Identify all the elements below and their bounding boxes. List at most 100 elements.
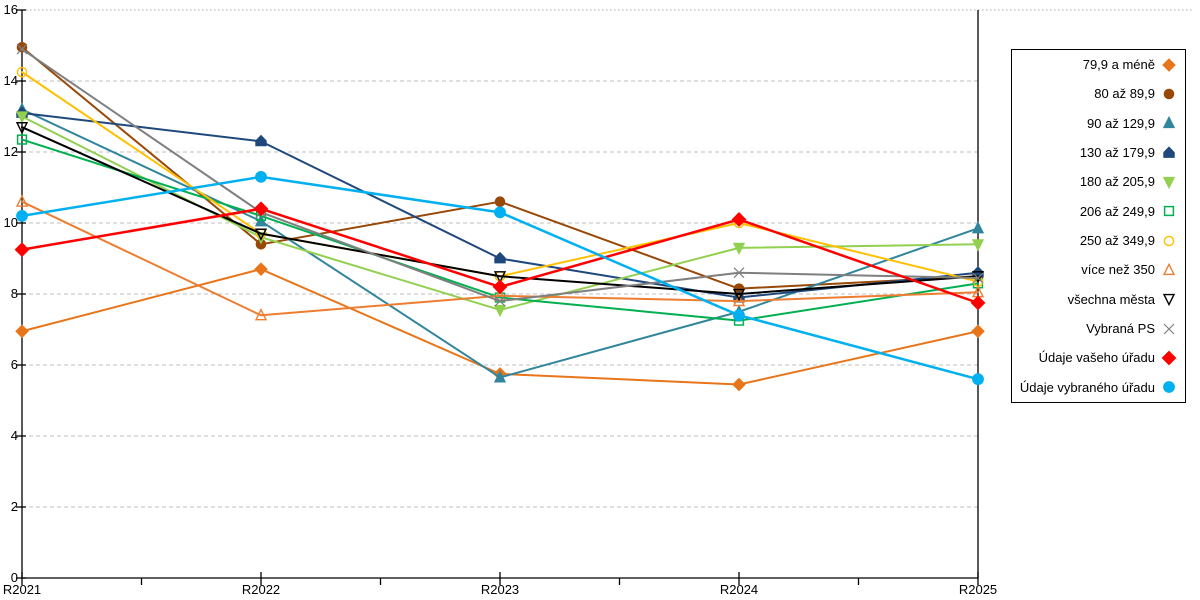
x-axis-tick-label: R2025 (958, 582, 998, 597)
legend-marker-icon (1163, 235, 1175, 246)
series-marker (492, 279, 508, 295)
legend-item: Údaje vašeho úřadu (1039, 350, 1177, 366)
legend-item: 80 až 89,9 (1094, 86, 1177, 102)
x-axis-tick-label: R2022 (241, 582, 281, 597)
series-marker (732, 288, 746, 302)
series-marker (1162, 116, 1176, 129)
series-marker (971, 221, 985, 234)
legend-item: 130 až 179,9 (1080, 145, 1177, 161)
series-marker (16, 43, 28, 55)
series-marker (1162, 176, 1176, 190)
series-line (21, 108, 979, 379)
y-axis-tick-label: 6 (10, 357, 18, 372)
series-marker (972, 272, 984, 284)
legend-item: Vybraná PS (1086, 321, 1177, 337)
legend-marker-icon (1163, 146, 1175, 158)
x-axis-tick-label: R2024 (719, 582, 759, 597)
series-marker (255, 170, 267, 183)
legend-marker-icon (1163, 88, 1175, 100)
x-axis-tick-label: R2021 (2, 582, 42, 597)
series-marker (732, 293, 746, 307)
series-marker (732, 377, 746, 392)
series-marker (16, 209, 28, 222)
series-marker (1162, 57, 1176, 72)
legend-marker-icon (1162, 262, 1176, 276)
series-marker (733, 267, 745, 279)
legend-item-label: 250 až 349,9 (1079, 233, 1155, 249)
series-marker (254, 228, 268, 241)
legend-item: 180 až 205,9 (1080, 174, 1177, 190)
legend-item-label: Vybraná PS (1086, 321, 1155, 337)
legend-item: všechna města (1068, 291, 1177, 307)
legend-marker-icon (1162, 176, 1176, 190)
series-marker (1162, 262, 1176, 276)
series-marker (493, 370, 507, 383)
series-marker (254, 308, 268, 321)
legend-item-label: Údaje vašeho úřadu (1038, 350, 1155, 366)
y-axis-tick-label: 4 (10, 428, 18, 443)
series-marker (494, 251, 506, 264)
legend-item-label: Údaje vybraného úřadu (1019, 379, 1155, 395)
legend-marker-icon (1161, 350, 1177, 366)
legend-item: více než 350 (1081, 262, 1177, 278)
series-marker (15, 111, 29, 124)
legend-marker-icon (1162, 57, 1176, 72)
legend-marker-icon (1163, 381, 1175, 394)
legend-item-label: všechna města (1067, 291, 1155, 307)
series-marker (493, 271, 507, 284)
x-axis-tick-label: R2023 (480, 582, 520, 597)
y-axis-tick-label: 16 (3, 2, 18, 17)
legend-item-label: 90 až 129,9 (1087, 115, 1155, 131)
series-marker (1163, 206, 1175, 217)
series-marker (733, 309, 745, 322)
legend-marker-icon (1163, 323, 1175, 335)
y-axis-tick-label: 14 (3, 73, 18, 88)
legend-item: 250 až 349,9 (1080, 233, 1177, 249)
series-marker (255, 134, 267, 147)
series-marker (1162, 294, 1176, 307)
legend-item: 206 až 249,9 (1080, 203, 1177, 219)
y-axis-tick-label: 10 (3, 215, 18, 230)
series-marker (494, 295, 506, 307)
series-marker (493, 304, 507, 318)
legend: 79,9 a méně 80 až 89,9 90 až 129,9 130 až 1… (1011, 49, 1186, 403)
series-marker (14, 242, 30, 258)
series-marker (971, 239, 985, 252)
series-marker (1163, 235, 1175, 246)
series-marker (254, 262, 268, 276)
series-marker (1163, 323, 1175, 335)
series-line (21, 200, 979, 317)
legend-item-label: 180 až 205,9 (1079, 174, 1155, 190)
legend-marker-icon (1162, 294, 1176, 307)
series-marker (253, 201, 269, 217)
legend-item: Údaje vybraného úřadu (1020, 379, 1177, 395)
series-marker (15, 324, 29, 339)
legend-item-label: 130 až 179,9 (1079, 145, 1155, 161)
series-marker (970, 295, 986, 311)
y-axis-tick-label: 8 (10, 286, 18, 301)
y-axis-tick-label: 2 (10, 499, 18, 514)
series-marker (16, 134, 28, 145)
legend-item-label: 79,9 a méně (1082, 57, 1155, 73)
series-marker (1163, 88, 1175, 100)
series-marker (971, 324, 985, 339)
series-marker (731, 212, 747, 227)
y-axis-tick-label: 12 (3, 144, 18, 159)
series-marker (1163, 381, 1175, 394)
series-marker (494, 206, 506, 219)
y-axis-tick-label: 0 (10, 570, 18, 585)
legend-item-label: 80 až 89,9 (1094, 86, 1155, 102)
legend-item-label: 206 až 249,9 (1079, 203, 1155, 219)
series-marker (1163, 146, 1175, 158)
legend-marker-icon (1162, 116, 1176, 129)
legend-item: 79,9 a méně (1083, 57, 1177, 73)
series-marker (732, 242, 746, 256)
legend-item-label: více než 350 (1081, 262, 1155, 278)
series-marker (1161, 350, 1177, 366)
series-marker (494, 196, 506, 207)
series-marker (16, 66, 28, 78)
series-marker (15, 122, 29, 135)
series-marker (971, 271, 985, 284)
